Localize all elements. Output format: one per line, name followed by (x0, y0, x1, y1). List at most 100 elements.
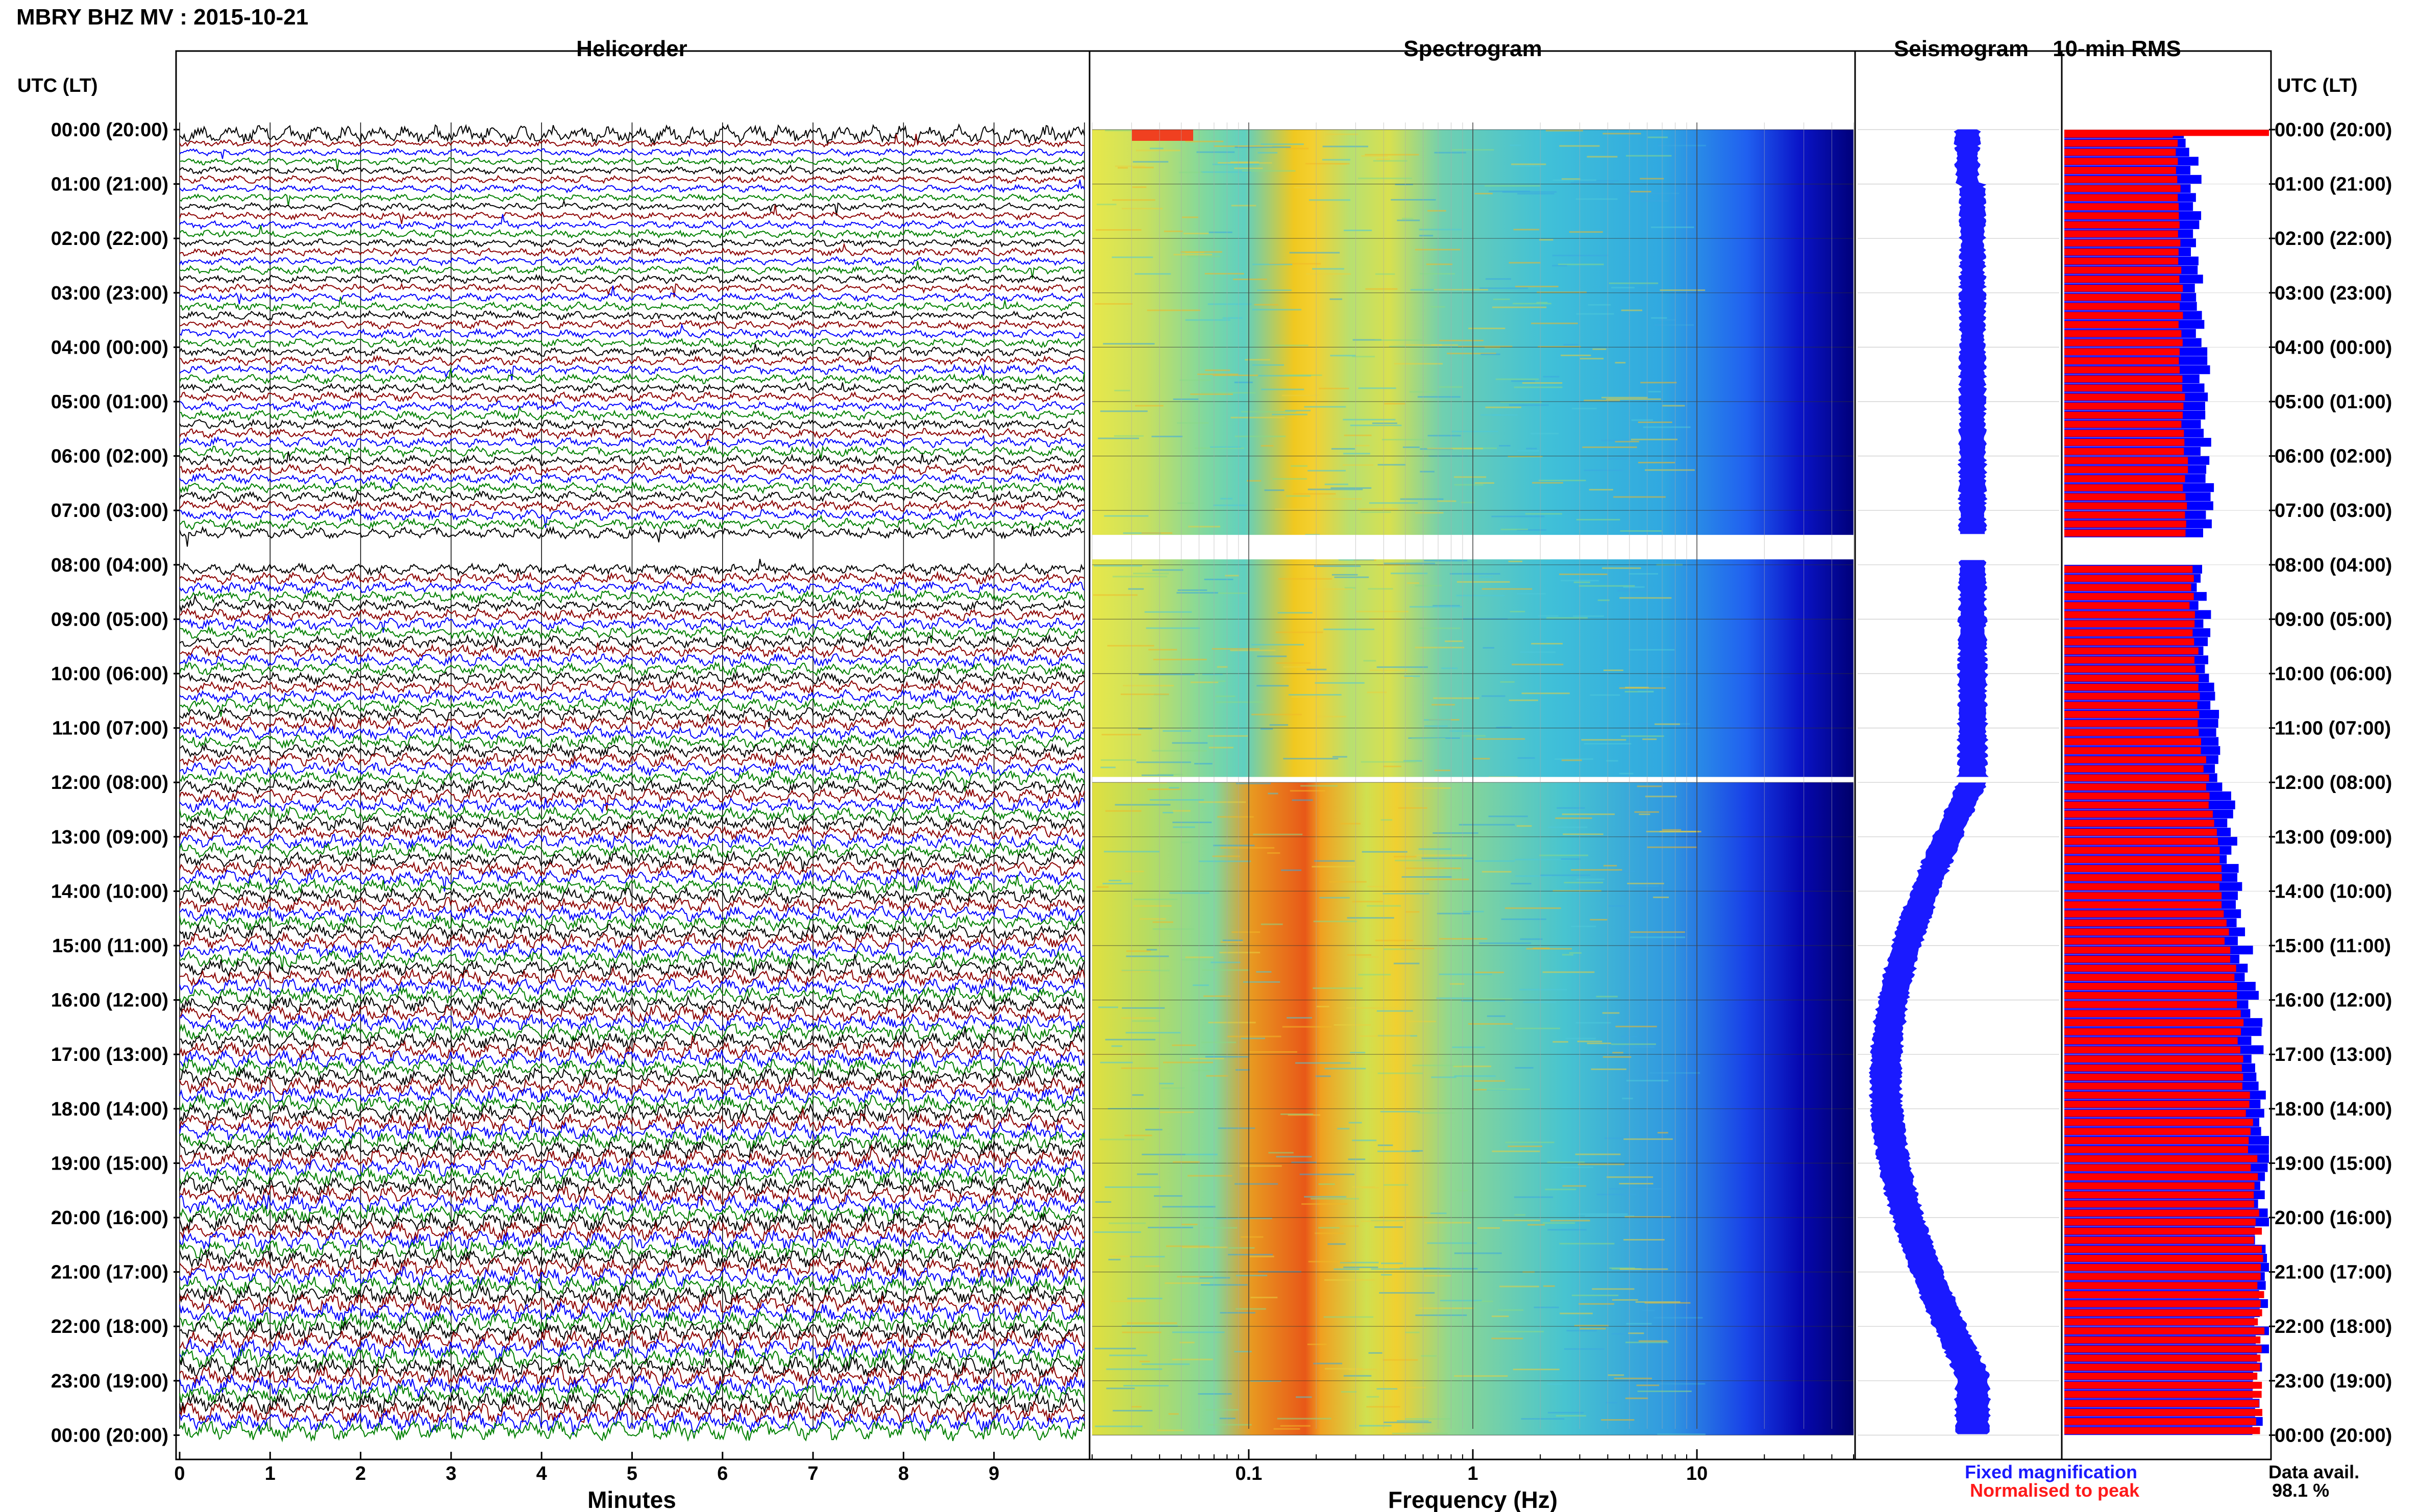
spectrogram-texture (1107, 645, 1154, 647)
spectrogram-texture (1104, 515, 1149, 517)
spectrogram-texture (1621, 735, 1664, 737)
rms-bar-normalised (2064, 1010, 2241, 1018)
helicorder-panel (179, 122, 1085, 1443)
rms-bar-normalised (2064, 1046, 2240, 1054)
spectrogram-texture (1236, 1308, 1266, 1310)
spectrogram-texture (1562, 1185, 1587, 1187)
spectrogram-texture (1510, 610, 1525, 612)
spectrogram-texture (1132, 186, 1147, 188)
spectrogram-texture (1154, 1195, 1182, 1197)
spectrogram-texture (1564, 882, 1603, 884)
spectrogram-texture (1409, 391, 1437, 393)
time-label-right: 05:00 (01:00) (2275, 391, 2392, 413)
spectrogram-texture (1497, 1309, 1524, 1311)
spectrogram-texture (1619, 1183, 1653, 1185)
spectrogram-texture (1381, 439, 1427, 441)
spectrogram-texture (1620, 1268, 1668, 1270)
helicorder-trace (179, 796, 1085, 814)
helicorder-trace (179, 995, 1085, 1014)
spectrogram-texture (1472, 1088, 1487, 1090)
spectrogram-texture (1401, 217, 1414, 219)
spectrogram-texture (1234, 1351, 1252, 1353)
spectrogram-texture (1612, 1052, 1623, 1054)
spectrogram-texture (1407, 582, 1419, 584)
spectrogram-texture (1380, 819, 1393, 821)
helicorder-trace (179, 199, 1085, 216)
time-label-right: 15:00 (11:00) (2275, 935, 2391, 957)
spectrogram-texture (1451, 431, 1498, 433)
spectrogram-texture (1260, 728, 1273, 730)
spectrogram-texture (1261, 445, 1274, 447)
spectrogram-texture (1299, 1173, 1355, 1175)
time-label-right: 12:00 (08:00) (2275, 772, 2392, 794)
spectrogram-texture (1520, 651, 1556, 653)
spectrogram-texture (1198, 1393, 1232, 1395)
rms-bar-normalised (2064, 1427, 2260, 1434)
spectrogram-texture (1515, 858, 1571, 860)
spectrogram-texture (1276, 662, 1311, 664)
seismogram-trace (1954, 129, 1988, 534)
spectrogram-texture (1630, 191, 1651, 193)
spectrogram-texture (1454, 1075, 1496, 1077)
spectrogram-texture (1181, 959, 1220, 961)
spectrogram-texture (1344, 434, 1372, 436)
spectrogram-texture (1468, 328, 1505, 330)
spectrogram-texture (1605, 1137, 1632, 1139)
spectrogram-texture (1601, 1419, 1635, 1421)
rms-bar-normalised (2064, 620, 2195, 628)
helicorder-trace (179, 931, 1085, 951)
spectrogram-texture (1190, 681, 1219, 683)
spectrogram-texture (1100, 1061, 1133, 1063)
spectrogram-texture (1424, 719, 1451, 721)
spectrogram-texture (1128, 588, 1144, 590)
spectrogram-texture (1602, 1056, 1632, 1058)
spectrogram-texture (1511, 380, 1535, 382)
spectrogram-texture (1261, 388, 1304, 390)
helicorder-trace (179, 256, 1085, 267)
helicorder-trace (179, 607, 1085, 622)
spectrogram-texture (1613, 496, 1666, 498)
spectrogram-texture (1515, 1027, 1561, 1029)
spectrogram-texture (1395, 183, 1413, 185)
spectrogram-texture (1463, 910, 1484, 912)
spectrogram-texture (1125, 871, 1144, 873)
rms-bar-normalised (2064, 1345, 2262, 1353)
rms-bar-normalised (2064, 720, 2198, 727)
rms-bar-normalised (2064, 647, 2199, 655)
spectrogram-texture (1280, 1425, 1311, 1427)
spectrogram-texture (1312, 865, 1356, 867)
spectrogram-texture (1358, 974, 1391, 976)
helicorder-trace (179, 875, 1085, 896)
spectrogram-texture (1427, 210, 1446, 212)
helicorder-trace (179, 985, 1085, 1004)
rms-bar-normalised (2064, 1001, 2237, 1008)
spectrogram-texture (1249, 1255, 1274, 1257)
spectrogram-texture (1236, 1069, 1250, 1071)
rms-bar-normalised (2064, 1373, 2258, 1380)
helicorder-trace (179, 1419, 1085, 1443)
spectrogram-texture (1391, 199, 1436, 201)
spectrogram-texture (1516, 825, 1532, 827)
rms-bar-normalised (2064, 955, 2231, 963)
helicorder-trace (179, 405, 1085, 422)
spectrogram-texture (1609, 1267, 1635, 1269)
helicorder-trace (179, 1301, 1085, 1324)
helicorder-trace (179, 1049, 1085, 1069)
spectrogram-texture (1190, 393, 1233, 395)
rms-bar-normalised (2064, 212, 2179, 219)
time-label-left: 20:00 (16:00) (51, 1207, 168, 1229)
time-label-right: 10:00 (06:00) (2275, 663, 2392, 685)
spectrogram-texture (1458, 345, 1513, 348)
spectrogram-texture (1404, 675, 1420, 677)
spectrogram-title: Spectrogram (1403, 36, 1542, 61)
spectrogram-texture (1537, 291, 1587, 293)
spectrogram-texture (1608, 905, 1625, 907)
spectrogram-texture (1253, 833, 1303, 835)
spectrogram-texture (1368, 588, 1393, 590)
helicorder-trace (179, 367, 1085, 385)
spectrogram-texture (1430, 1212, 1447, 1214)
spectrogram-texture (1203, 995, 1231, 997)
spectrogram-texture (1424, 1275, 1451, 1277)
helicorder-trace (179, 1266, 1085, 1291)
spectrogram-texture (1419, 627, 1461, 629)
